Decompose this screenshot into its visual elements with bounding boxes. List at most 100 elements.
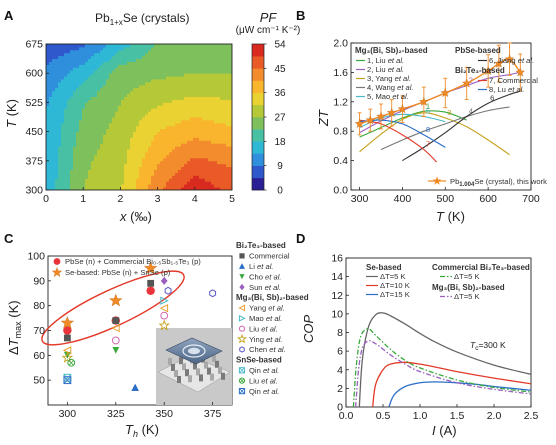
heatmap-cell (139, 70, 143, 74)
heatmap-cell (79, 44, 83, 48)
heatmap-cell (52, 119, 56, 124)
heatmap-cell (220, 175, 224, 179)
heatmap-cell (112, 172, 116, 176)
heatmap-cell (193, 163, 197, 168)
y-tick-label: 375 (25, 155, 43, 167)
heatmap-cell (139, 117, 143, 121)
heatmap-cell (109, 46, 113, 51)
heatmap-cell (70, 184, 74, 188)
heatmap-cell (154, 122, 158, 127)
heatmap-cell (109, 58, 113, 62)
heatmap-cell (184, 184, 188, 188)
heatmap-cell (127, 96, 131, 100)
heatmap-cell (226, 64, 230, 68)
heatmap-cell (142, 96, 146, 100)
heatmap-cell (184, 131, 188, 135)
heatmap-cell (175, 111, 179, 115)
heatmap-cell (46, 79, 50, 83)
heatmap-cell (115, 102, 119, 106)
heatmap-cell (64, 131, 68, 135)
heatmap-cell (175, 172, 179, 176)
heatmap-cell (178, 184, 182, 188)
heatmap-cell (61, 128, 65, 132)
heatmap-cell (130, 93, 134, 97)
heatmap-cell (64, 166, 68, 170)
heatmap-cell (67, 169, 71, 173)
heatmap-cell (145, 108, 149, 112)
heatmap-cell (187, 76, 191, 80)
heatmap-cell (79, 187, 83, 190)
heatmap-cell (79, 58, 83, 62)
heatmap-cell (211, 96, 215, 100)
heatmap-cell (91, 111, 95, 115)
heatmap-cell (70, 46, 74, 51)
heatmap-cell (181, 137, 185, 141)
heatmap-cell (61, 140, 65, 144)
heatmap-cell (151, 79, 155, 83)
heatmap-cell (196, 90, 200, 95)
heatmap-cell (190, 128, 194, 132)
heatmap-cell (181, 58, 185, 62)
heatmap-cell (103, 178, 107, 182)
heatmap-cell (184, 172, 188, 176)
heatmap-cell (124, 70, 128, 74)
heatmap-cell (109, 119, 113, 124)
cop-x-ticks: 0.0 0.5 1.0 1.5 2.0 2.5 (339, 404, 538, 422)
heatmap-cell (154, 146, 158, 150)
heatmap-cell (154, 99, 158, 103)
heatmap-cell (217, 131, 221, 135)
heatmap-cell (166, 117, 170, 121)
heatmap-cell (85, 128, 89, 132)
heatmap-cell (172, 52, 176, 57)
heatmap-cell (193, 64, 197, 68)
heatmap-cell (94, 70, 98, 74)
heatmap-cell (184, 140, 188, 144)
heatmap-cell (187, 125, 191, 130)
heatmap-cell (145, 96, 149, 100)
device-leg (210, 373, 214, 381)
heatmap-cell (97, 157, 101, 162)
heatmap-cell (133, 52, 137, 57)
heatmap-cell (109, 146, 113, 150)
heatmap-cell (202, 137, 206, 141)
heatmap-cell (52, 61, 56, 65)
heatmap-cell (136, 149, 140, 153)
dtmax-point-ostar (61, 351, 74, 363)
heatmap-cell (109, 105, 113, 109)
heatmap-cell (55, 64, 59, 68)
heatmap-cell (154, 96, 158, 100)
heatmap-cell (103, 172, 107, 176)
heatmap-cell (157, 46, 161, 51)
dtmax-point-xcirc (67, 358, 76, 367)
heatmap-cell (121, 181, 125, 185)
heatmap-cell (49, 117, 53, 121)
heatmap-cell (73, 114, 77, 118)
zt-star-point (354, 118, 365, 128)
heatmap-cell (136, 154, 140, 159)
heatmap-cell (211, 128, 215, 132)
heatmap-cell (67, 87, 71, 92)
heatmap-cell (157, 137, 161, 141)
heatmap-cell (148, 49, 152, 54)
heatmap-cell (82, 134, 86, 138)
heatmap-cell (70, 163, 74, 168)
heatmap-cell (76, 117, 80, 121)
dtmax-legend-main-label: PbSe (n) + Commercial Bi₀.₅Sb₁.₅Te₃ (p) (65, 257, 201, 266)
heatmap-cell (166, 134, 170, 138)
heatmap-cell (172, 119, 176, 124)
heatmap-cell (211, 131, 215, 135)
heatmap-cell (166, 52, 170, 57)
heatmap-cell (70, 93, 74, 97)
heatmap-cell (205, 125, 209, 130)
heatmap-cell (130, 55, 134, 59)
y-tick-label: 525 (25, 97, 43, 109)
heatmap-cell (121, 122, 125, 127)
heatmap-cell (187, 122, 191, 127)
heatmap-cell (73, 146, 77, 150)
heatmap-cell (106, 52, 110, 57)
heatmap-cell (160, 152, 164, 156)
heatmap-cell (109, 99, 113, 103)
heatmap-cell (205, 181, 209, 185)
heatmap-cell (118, 160, 122, 165)
heatmap-cell (121, 90, 125, 95)
